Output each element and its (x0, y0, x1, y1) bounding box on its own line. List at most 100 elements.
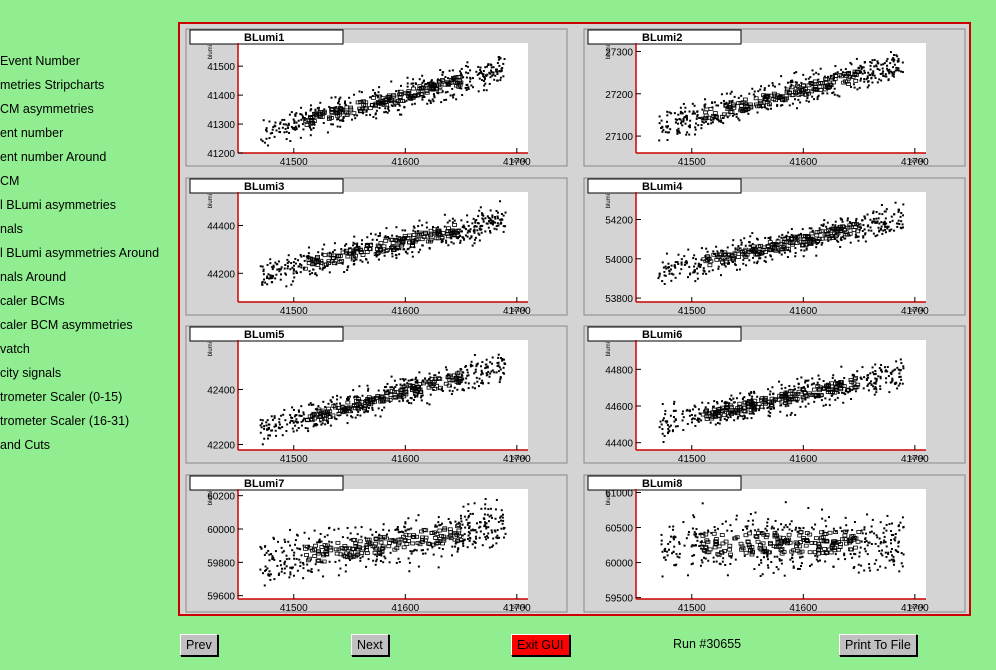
scatter-point (294, 262, 297, 265)
scatter-point (383, 386, 386, 389)
scatter-point (670, 112, 673, 115)
scatter-point (789, 80, 792, 83)
scatter-point (898, 372, 901, 375)
scatter-point (316, 549, 321, 554)
histogram-list-item[interactable]: metries Stripcharts (0, 78, 105, 92)
scatter-point (882, 541, 885, 544)
scatter-point (797, 533, 803, 538)
histogram-list-item[interactable]: ent number (0, 126, 64, 140)
scatter-point (490, 66, 493, 69)
scatter-point (453, 83, 459, 88)
scatter-point (867, 84, 870, 87)
histogram-list-item[interactable]: caler BCM asymmetries (0, 318, 133, 332)
scatter-point (498, 381, 501, 384)
scatter-point (361, 394, 364, 397)
histogram-list-item[interactable]: CM (0, 174, 20, 188)
scatter-point (418, 78, 421, 81)
histogram-list-item[interactable]: trometer Scaler (16-31) (0, 414, 130, 428)
scatter-point (457, 379, 463, 383)
scatter-point (275, 273, 278, 276)
histogram-list-item[interactable]: nals (0, 222, 23, 236)
scatter-point (501, 66, 504, 69)
scatter-point (866, 213, 869, 216)
scatter-point (667, 542, 670, 545)
scatter-point (360, 243, 363, 246)
histogram-list-item[interactable]: nals Around (0, 270, 67, 284)
scatter-point (280, 414, 283, 417)
scatter-point (864, 550, 867, 553)
exit-gui-button[interactable]: Exit GUI (511, 634, 570, 656)
scatter-point (491, 214, 494, 217)
scatter-point (259, 431, 262, 434)
scatter-point (279, 427, 282, 430)
scatter-point (702, 269, 705, 272)
scatter-point (772, 93, 778, 98)
scatter-point (375, 255, 378, 258)
scatter-point (748, 412, 751, 415)
scatter-point (311, 119, 317, 123)
scatter-point (790, 242, 796, 247)
scatter-point (440, 101, 443, 104)
scatter-point (487, 63, 490, 66)
histogram-list-item[interactable]: l BLumi asymmetries Around (0, 246, 160, 260)
scatter-point (795, 107, 798, 110)
histogram-list-item[interactable]: ent number Around (0, 150, 107, 164)
scatter-point (784, 501, 787, 504)
scatter-point (437, 528, 443, 533)
scatter-point (388, 109, 391, 112)
scatter-point (278, 127, 281, 130)
scatter-point (445, 234, 451, 239)
scatter-point (495, 542, 498, 545)
y-tick-label: 41400 (207, 91, 235, 102)
scatter-point (436, 376, 442, 381)
scatter-point (407, 517, 410, 520)
scatter-point (490, 529, 493, 532)
scatter-point (386, 111, 389, 114)
scatter-point (343, 244, 346, 247)
scatter-point (750, 417, 753, 420)
scatter-point (842, 401, 845, 404)
scatter-point (794, 255, 797, 258)
scatter-point (261, 283, 264, 286)
scatter-point (469, 365, 472, 368)
histogram-list-item[interactable]: Event Number (0, 54, 80, 68)
scatter-point (481, 379, 484, 382)
scatter-point (451, 94, 454, 97)
scatter-point (498, 57, 501, 60)
histogram-list-item[interactable]: vatch (0, 342, 30, 356)
scatter-point (462, 236, 465, 239)
histogram-list-item[interactable]: trometer Scaler (0-15) (0, 390, 123, 404)
scatter-point (883, 210, 886, 213)
scatter-point (499, 79, 502, 82)
print-to-file-button[interactable]: Print To File (839, 634, 917, 656)
scatter-point (429, 376, 432, 379)
scatter-point (895, 69, 898, 72)
scatter-point (719, 533, 725, 537)
histogram-list-item[interactable]: caler BCMs (0, 294, 65, 308)
scatter-point (477, 215, 480, 218)
scatter-point (771, 82, 774, 85)
scatter-point (448, 536, 454, 541)
histogram-list-item[interactable]: and Cuts (0, 438, 51, 452)
scatter-point (302, 128, 305, 131)
scatter-point (460, 87, 463, 90)
prev-button[interactable]: Prev (180, 634, 218, 656)
scatter-point (388, 400, 391, 403)
histogram-list-item[interactable]: l BLumi asymmetries (0, 198, 116, 212)
scatter-point (421, 74, 424, 77)
scatter-point (790, 556, 793, 559)
scatter-point (302, 563, 305, 566)
next-button[interactable]: Next (351, 634, 389, 656)
scatter-point (496, 211, 499, 214)
histogram-list-item[interactable]: city signals (0, 366, 62, 380)
scatter-point (496, 79, 499, 82)
scatter-point (478, 233, 481, 236)
scatter-point (673, 402, 676, 405)
scatter-point (459, 73, 462, 76)
scatter-point (495, 225, 498, 228)
histogram-list-item[interactable]: CM asymmetries (0, 102, 94, 116)
scatter-point (344, 103, 347, 106)
scatter-point (863, 541, 866, 544)
scatter-point (699, 532, 702, 535)
scatter-point (872, 210, 875, 213)
